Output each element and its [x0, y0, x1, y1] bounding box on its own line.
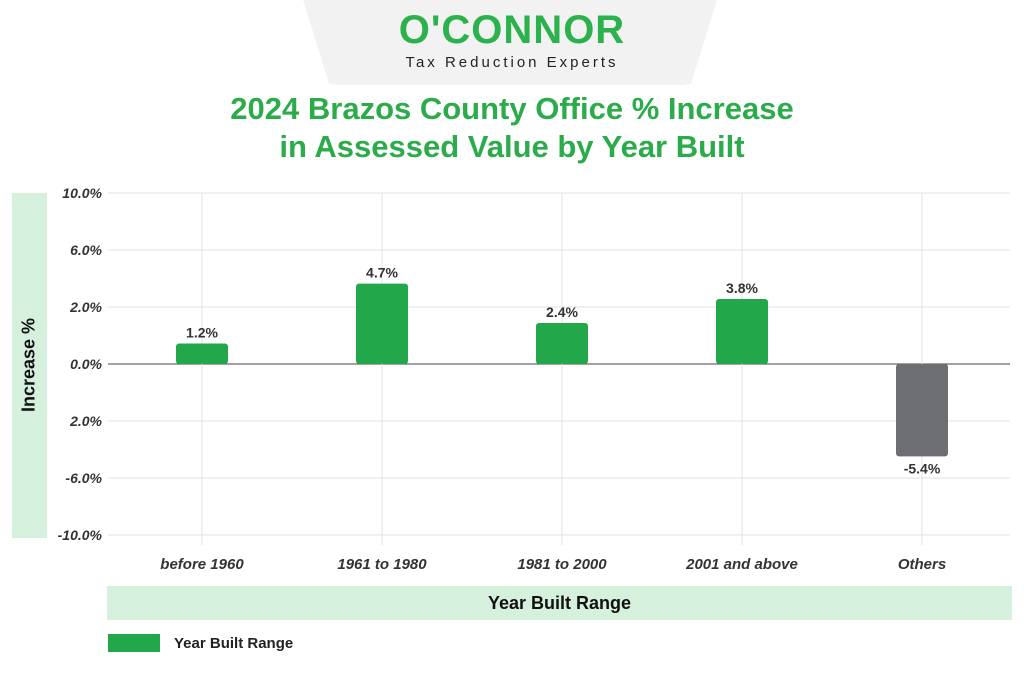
logo-name: O'CONNOR [398, 8, 626, 52]
y-tick-label: -10.0% [58, 527, 103, 543]
y-tick-label: 0.0% [70, 356, 102, 372]
y-tick-label: -6.0% [65, 470, 102, 486]
y-axis-title-band [12, 193, 47, 538]
y-tick-label: 10.0% [62, 185, 102, 201]
chart-title-line-1: 2024 Brazos County Office % Increase [230, 91, 794, 126]
x-tick-label: before 1960 [160, 556, 244, 573]
legend-swatch [108, 634, 160, 652]
logo-background [300, 0, 720, 85]
x-axis-title: Year Built Range [487, 593, 632, 613]
x-tick-label: 1981 to 2000 [517, 556, 607, 573]
chart-title-line-2: in Assessed Value by Year Built [279, 129, 745, 164]
data-label: 3.8% [726, 280, 758, 296]
data-label: 1.2% [186, 324, 218, 340]
data-label: 4.7% [366, 265, 398, 281]
y-tick-label: 2.0% [69, 299, 102, 315]
data-label: 2.4% [546, 304, 578, 320]
x-tick-label: 2001 and above [685, 556, 798, 573]
y-tick-label: 2.0% [69, 413, 102, 429]
bar-2001-and-above [716, 299, 768, 364]
chart-title: 2024 Brazos County Office % Increase in … [0, 90, 1024, 166]
bar-others [896, 364, 948, 457]
bar-before-1960 [176, 343, 228, 364]
logo-tagline: Tax Reduction Experts [405, 54, 619, 71]
x-axis-title-band [107, 586, 1012, 620]
data-label: -5.4% [904, 460, 941, 476]
legend-label: Year Built Range [174, 635, 294, 652]
y-tick-label: 6.0% [70, 242, 102, 258]
bar-1961-to-1980 [356, 283, 408, 364]
bar-1981-to-2000 [536, 322, 588, 364]
x-tick-label: Others [898, 556, 946, 573]
x-tick-label: 1961 to 1980 [337, 556, 427, 573]
